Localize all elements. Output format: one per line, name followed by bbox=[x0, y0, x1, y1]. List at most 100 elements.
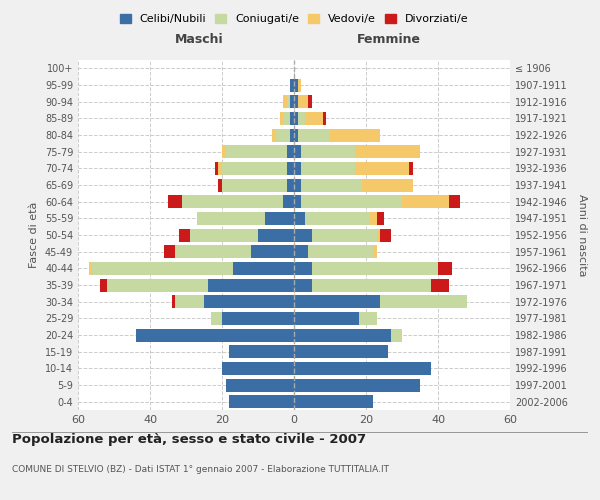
Y-axis label: Anni di nascita: Anni di nascita bbox=[577, 194, 587, 276]
Bar bbox=[136, 328, 294, 342]
Bar bbox=[179, 228, 190, 241]
Bar bbox=[280, 112, 283, 125]
Bar bbox=[359, 312, 377, 325]
Text: Femmine: Femmine bbox=[357, 33, 421, 46]
Bar bbox=[294, 295, 380, 308]
Bar bbox=[380, 295, 467, 308]
Bar bbox=[298, 128, 330, 141]
Bar bbox=[222, 162, 287, 175]
Bar bbox=[197, 212, 265, 225]
Bar bbox=[312, 228, 377, 241]
Bar bbox=[222, 145, 226, 158]
Text: Maschi: Maschi bbox=[175, 33, 223, 46]
Bar bbox=[362, 178, 413, 192]
Bar bbox=[222, 178, 287, 192]
Bar bbox=[305, 212, 370, 225]
Bar bbox=[204, 295, 294, 308]
Bar bbox=[226, 145, 287, 158]
Bar bbox=[391, 328, 402, 342]
Bar bbox=[190, 228, 258, 241]
Bar bbox=[226, 378, 294, 392]
Bar bbox=[449, 195, 460, 208]
Bar bbox=[355, 162, 409, 175]
Bar bbox=[323, 112, 326, 125]
Bar bbox=[298, 95, 308, 108]
Bar bbox=[377, 212, 384, 225]
Bar bbox=[330, 128, 380, 141]
Bar bbox=[301, 195, 402, 208]
Bar bbox=[251, 245, 294, 258]
Bar bbox=[92, 262, 233, 275]
Bar bbox=[233, 262, 294, 275]
Bar bbox=[283, 112, 290, 125]
Bar bbox=[290, 128, 294, 141]
Bar bbox=[294, 78, 298, 92]
Bar bbox=[301, 178, 362, 192]
Bar bbox=[168, 195, 182, 208]
Bar bbox=[89, 262, 92, 275]
Bar bbox=[290, 112, 294, 125]
Bar bbox=[215, 162, 218, 175]
Bar bbox=[258, 228, 294, 241]
Bar bbox=[283, 95, 287, 108]
Bar bbox=[208, 278, 294, 291]
Bar bbox=[312, 262, 438, 275]
Bar bbox=[294, 162, 301, 175]
Bar bbox=[164, 245, 175, 258]
Bar bbox=[218, 178, 222, 192]
Bar bbox=[370, 212, 377, 225]
Bar bbox=[100, 278, 107, 291]
Bar bbox=[380, 228, 391, 241]
Bar bbox=[294, 312, 359, 325]
Bar bbox=[222, 362, 294, 375]
Bar bbox=[301, 145, 355, 158]
Bar bbox=[211, 312, 222, 325]
Bar bbox=[294, 245, 308, 258]
Bar bbox=[305, 112, 323, 125]
Bar bbox=[287, 178, 294, 192]
Bar bbox=[172, 295, 175, 308]
Bar bbox=[294, 328, 391, 342]
Bar bbox=[265, 212, 294, 225]
Bar bbox=[107, 278, 208, 291]
Bar bbox=[402, 195, 449, 208]
Y-axis label: Fasce di età: Fasce di età bbox=[29, 202, 39, 268]
Bar bbox=[312, 278, 431, 291]
Bar bbox=[229, 395, 294, 408]
Bar bbox=[272, 128, 276, 141]
Bar bbox=[301, 162, 355, 175]
Bar bbox=[294, 395, 373, 408]
Bar bbox=[218, 162, 222, 175]
Bar bbox=[287, 162, 294, 175]
Bar bbox=[276, 128, 290, 141]
Legend: Celibi/Nubili, Coniugati/e, Vedovi/e, Divorziati/e: Celibi/Nubili, Coniugati/e, Vedovi/e, Di… bbox=[115, 10, 473, 29]
Bar bbox=[373, 245, 377, 258]
Bar bbox=[377, 228, 380, 241]
Text: Popolazione per età, sesso e stato civile - 2007: Popolazione per età, sesso e stato civil… bbox=[12, 432, 366, 446]
Bar bbox=[290, 78, 294, 92]
Bar bbox=[294, 128, 298, 141]
Bar bbox=[294, 228, 312, 241]
Bar bbox=[294, 112, 298, 125]
Bar bbox=[175, 295, 204, 308]
Bar bbox=[229, 345, 294, 358]
Bar bbox=[175, 245, 251, 258]
Bar bbox=[294, 195, 301, 208]
Bar bbox=[290, 95, 294, 108]
Bar bbox=[294, 212, 305, 225]
Bar bbox=[409, 162, 413, 175]
Bar bbox=[308, 95, 312, 108]
Bar bbox=[294, 362, 431, 375]
Bar bbox=[308, 245, 373, 258]
Bar bbox=[294, 278, 312, 291]
Bar bbox=[298, 112, 305, 125]
Bar bbox=[294, 378, 420, 392]
Bar bbox=[294, 178, 301, 192]
Bar bbox=[355, 145, 420, 158]
Bar bbox=[431, 278, 449, 291]
Bar bbox=[438, 262, 452, 275]
Text: COMUNE DI STELVIO (BZ) - Dati ISTAT 1° gennaio 2007 - Elaborazione TUTTITALIA.IT: COMUNE DI STELVIO (BZ) - Dati ISTAT 1° g… bbox=[12, 466, 389, 474]
Bar bbox=[182, 195, 283, 208]
Bar bbox=[283, 195, 294, 208]
Bar bbox=[298, 78, 301, 92]
